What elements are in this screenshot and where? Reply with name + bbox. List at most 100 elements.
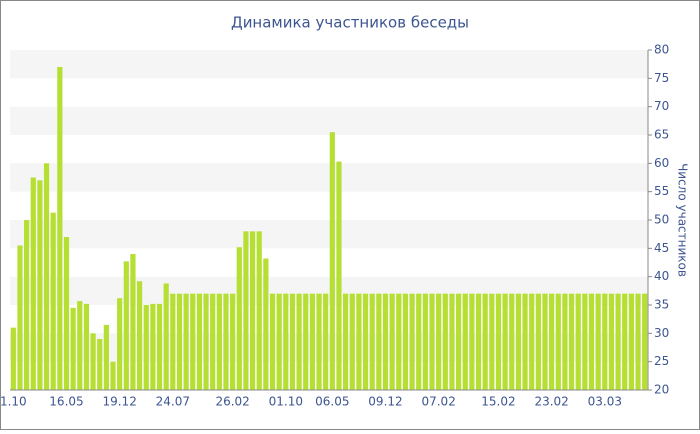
bar <box>409 293 415 390</box>
bar <box>117 298 123 390</box>
bar <box>97 339 103 390</box>
bar <box>469 293 475 390</box>
x-tick-label: 07.02 <box>421 395 455 409</box>
bar <box>635 293 641 390</box>
x-tick-label: 15.02 <box>481 395 515 409</box>
y-tick-label: 20 <box>654 383 669 397</box>
bar <box>389 293 395 390</box>
bar <box>402 293 409 390</box>
bar <box>123 261 129 390</box>
bar <box>269 293 276 390</box>
bar <box>196 293 203 390</box>
grid-band <box>10 50 648 79</box>
bar <box>535 293 541 390</box>
bar <box>362 293 369 390</box>
bar <box>210 293 216 390</box>
y-tick-label: 80 <box>654 43 669 57</box>
bar <box>17 245 23 390</box>
x-tick-label: 06.05 <box>315 395 349 409</box>
y-tick-label: 60 <box>654 156 669 170</box>
bar <box>63 237 70 390</box>
bar <box>522 293 528 390</box>
bar <box>356 293 362 390</box>
y-tick-label: 70 <box>654 99 669 113</box>
x-tick-label: 23.02 <box>534 395 568 409</box>
bar <box>622 293 628 390</box>
chart-title: Динамика участников беседы <box>231 14 469 32</box>
y-tick-label: 25 <box>654 354 669 368</box>
bar <box>568 293 575 390</box>
bar <box>462 293 468 390</box>
bar <box>529 293 535 390</box>
y-tick-label: 55 <box>654 184 669 198</box>
bar <box>150 303 156 390</box>
bar <box>303 293 309 390</box>
bar <box>110 361 116 390</box>
bar <box>316 293 322 390</box>
bar <box>436 293 442 390</box>
bar <box>343 293 349 390</box>
x-tick-label: 16.05 <box>49 395 83 409</box>
x-tick-label: 24.07 <box>156 395 190 409</box>
bar <box>549 293 555 390</box>
bar <box>475 293 482 390</box>
bar <box>562 293 568 390</box>
grid-band <box>10 333 648 362</box>
bar <box>449 293 455 390</box>
bar <box>595 293 601 390</box>
y-axis-title: Число участников <box>676 163 690 277</box>
bar <box>130 254 136 390</box>
y-tick-label: 35 <box>654 298 669 312</box>
bar <box>628 293 634 390</box>
bar <box>243 231 249 390</box>
bar <box>136 281 143 390</box>
bar <box>329 132 335 390</box>
bar <box>223 293 229 390</box>
y-tick-label: 65 <box>654 128 669 142</box>
bar <box>582 293 588 390</box>
y-tick-label: 75 <box>654 71 669 85</box>
bar <box>176 293 183 390</box>
bar <box>24 220 30 390</box>
bar <box>602 293 608 390</box>
bar <box>203 293 209 390</box>
bar <box>429 293 435 390</box>
bar <box>482 293 488 390</box>
bar <box>588 293 595 390</box>
bar <box>10 327 16 390</box>
bar <box>30 177 36 390</box>
bar <box>309 293 315 390</box>
y-tick-label: 50 <box>654 213 669 227</box>
bar <box>369 293 375 390</box>
x-tick-label: 1.10 <box>0 395 27 409</box>
bar <box>50 212 56 390</box>
x-tick-label: 09.12 <box>368 395 402 409</box>
bar <box>542 293 548 390</box>
bar <box>455 293 462 390</box>
bar <box>183 293 189 390</box>
bar <box>555 293 561 390</box>
bar <box>263 258 269 390</box>
bar <box>509 293 515 390</box>
grid-band <box>10 106 648 135</box>
bar <box>615 293 621 390</box>
bar <box>216 293 222 390</box>
bar <box>190 293 196 390</box>
bar <box>323 293 329 390</box>
bar <box>489 293 495 390</box>
bar <box>608 293 615 390</box>
y-tick-label: 40 <box>654 269 669 283</box>
x-tick-label: 26.02 <box>215 395 249 409</box>
bar <box>70 307 76 390</box>
bar <box>249 231 256 390</box>
bar <box>103 324 109 390</box>
bar <box>422 293 428 390</box>
bar <box>163 283 169 390</box>
x-tick-label: 19.12 <box>102 395 136 409</box>
bar <box>575 293 581 390</box>
bar <box>442 293 448 390</box>
bar <box>376 293 382 390</box>
bar <box>396 293 402 390</box>
bar <box>382 293 389 390</box>
